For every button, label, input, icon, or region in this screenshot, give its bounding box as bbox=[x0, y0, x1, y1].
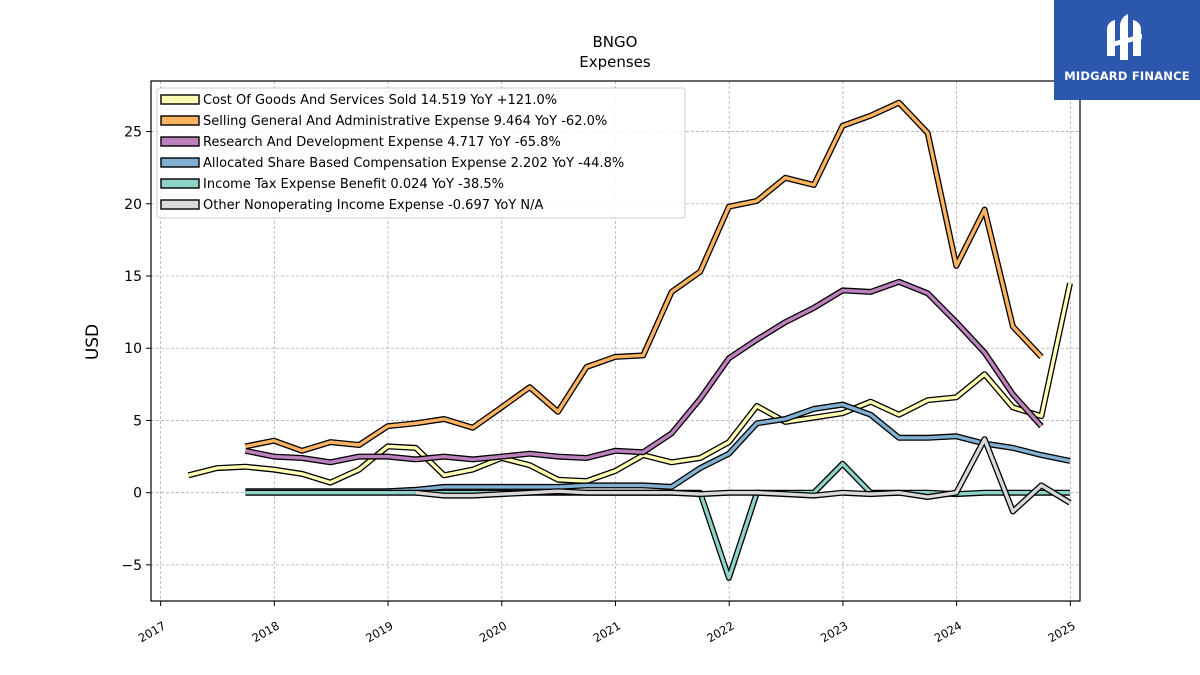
x-tick-label: 2018 bbox=[249, 618, 281, 645]
x-tick-label: 2023 bbox=[818, 618, 850, 645]
legend-label-2: Research And Development Expense 4.717 Y… bbox=[203, 135, 561, 150]
series-5-outline bbox=[415, 436, 1072, 515]
chart-title: BNGO bbox=[593, 33, 638, 51]
legend-label-3: Allocated Share Based Compensation Expen… bbox=[203, 156, 624, 171]
series-5-line bbox=[415, 437, 1071, 514]
legend-swatch-2 bbox=[160, 136, 200, 147]
x-tick-label: 2020 bbox=[477, 618, 509, 645]
x-tick-label: 2019 bbox=[363, 618, 395, 645]
series-4-outline bbox=[245, 460, 1070, 581]
y-tick-label: 10 bbox=[124, 341, 142, 357]
x-tick-label: 2024 bbox=[932, 618, 964, 645]
legend-swatch-3 bbox=[160, 157, 200, 168]
legend: Cost Of Goods And Services Sold 14.519 Y… bbox=[156, 87, 686, 219]
y-tick-label: 5 bbox=[133, 413, 142, 429]
series-layer bbox=[187, 99, 1073, 581]
legend-label-4: Income Tax Expense Benefit 0.024 YoY -38… bbox=[203, 177, 504, 192]
y-tick-label: 20 bbox=[124, 197, 142, 213]
legend-label-0: Cost Of Goods And Services Sold 14.519 Y… bbox=[203, 93, 557, 108]
y-tick-label: 0 bbox=[133, 486, 142, 502]
series-1-line bbox=[245, 100, 1043, 453]
series-3-outline bbox=[245, 401, 1071, 495]
y-tick-label: 15 bbox=[124, 269, 142, 285]
y-tick-label: 25 bbox=[124, 125, 142, 141]
series-3-line bbox=[245, 402, 1071, 493]
x-tick-label: 2021 bbox=[591, 618, 623, 645]
y-axis-label: USD bbox=[83, 324, 103, 360]
legend-swatch-0 bbox=[160, 94, 200, 105]
y-tick-label: −5 bbox=[121, 558, 142, 574]
legend-swatch-5 bbox=[160, 199, 200, 210]
x-tick-label: 2022 bbox=[704, 618, 736, 645]
midgard-logo-icon bbox=[1107, 14, 1142, 60]
legend-label-5: Other Nonoperating Income Expense -0.697… bbox=[203, 198, 543, 213]
chart-subtitle: Expenses bbox=[579, 53, 651, 71]
legend-swatch-4 bbox=[160, 178, 200, 189]
legend-box bbox=[156, 87, 686, 219]
logo-text: MIDGARD FINANCE bbox=[1064, 69, 1190, 83]
midgard-finance-logo: MIDGARD FINANCE bbox=[1054, 0, 1200, 100]
series-2-line bbox=[245, 280, 1043, 464]
legend-label-1: Selling General And Administrative Expen… bbox=[203, 114, 607, 129]
x-tick-label: 2017 bbox=[136, 618, 168, 645]
legend-swatch-1 bbox=[160, 115, 200, 126]
series-0-line bbox=[187, 282, 1072, 485]
series-4-line bbox=[245, 462, 1070, 580]
x-tick-label: 2025 bbox=[1045, 618, 1077, 645]
